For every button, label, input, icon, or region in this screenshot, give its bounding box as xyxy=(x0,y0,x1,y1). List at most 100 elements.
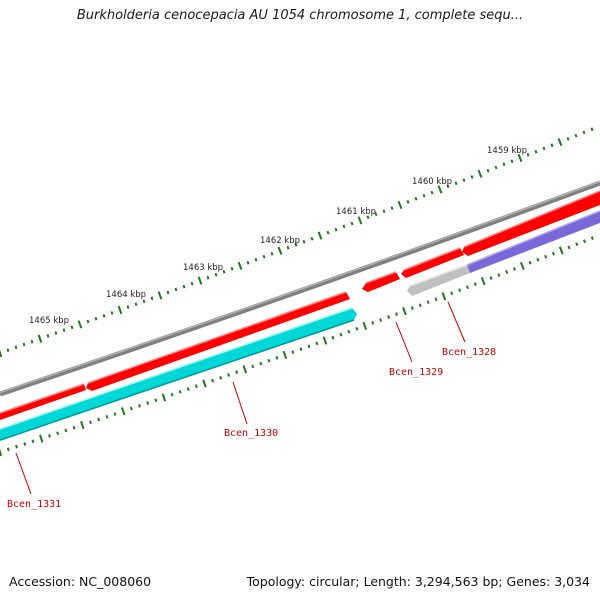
inner-ruler-minor-tick xyxy=(331,335,335,340)
outer-ruler-minor-tick xyxy=(526,152,530,157)
outer-ruler-minor-tick xyxy=(246,260,250,265)
outer-ruler-minor-tick xyxy=(350,221,354,226)
inner-ruler-minor-tick xyxy=(450,291,454,296)
inner-ruler-minor-tick xyxy=(544,254,548,259)
inner-ruler-minor-tick xyxy=(307,344,311,349)
inner-ruler-minor-tick xyxy=(395,312,399,316)
outer-ruler-minor-tick xyxy=(334,227,338,232)
ruler-label-1464: 1464 kbp xyxy=(106,290,146,300)
outer-ruler-minor-tick xyxy=(454,181,458,186)
inner-ruler-minor-tick xyxy=(235,370,239,374)
inner-ruler-minor-tick xyxy=(186,387,190,391)
outer-ruler-minor-tick xyxy=(534,149,538,154)
outer-ruler-minor-tick xyxy=(382,209,386,214)
outer-ruler-minor-tick xyxy=(310,236,314,241)
outer-ruler-minor-tick xyxy=(102,313,106,318)
outer-ruler-major-tick xyxy=(437,185,443,194)
inner-ruler-major-tick xyxy=(322,336,328,345)
outer-ruler-minor-tick xyxy=(94,316,98,321)
gene-forward-right[interactable] xyxy=(462,190,600,256)
outer-ruler-minor-tick xyxy=(62,328,66,333)
inner-ruler-minor-tick xyxy=(105,414,109,419)
outer-ruler-minor-tick xyxy=(126,305,130,309)
inner-ruler-major-tick xyxy=(120,407,126,416)
inner-ruler-minor-tick xyxy=(434,297,438,302)
outer-ruler-major-tick xyxy=(117,305,123,315)
outer-ruler-minor-tick xyxy=(550,143,554,148)
gene-forward-upper[interactable] xyxy=(401,247,464,278)
inner-ruler-minor-tick xyxy=(536,257,540,262)
outer-ruler-major-tick xyxy=(77,320,83,329)
sequence-summary: Topology: circular; Length: 3,294,563 bp… xyxy=(246,574,590,589)
gene-bcen-1328[interactable] xyxy=(466,210,600,273)
outer-ruler-minor-tick xyxy=(22,342,26,347)
inner-ruler-minor-tick xyxy=(512,267,517,271)
outer-ruler-minor-tick xyxy=(6,348,10,353)
outer-ruler-minor-tick xyxy=(430,190,434,195)
inner-ruler-minor-tick xyxy=(113,412,117,416)
outer-ruler-minor-tick xyxy=(166,290,170,295)
page-title: Burkholderia cenocepacia AU 1054 chromos… xyxy=(76,8,524,23)
outer-ruler-major-tick xyxy=(477,169,483,178)
outer-ruler-minor-tick xyxy=(294,242,298,247)
gene-bcen-1329-small[interactable] xyxy=(362,271,400,292)
outer-ruler-minor-tick xyxy=(342,224,346,229)
outer-ruler-minor-tick xyxy=(206,275,210,280)
outer-ruler-minor-tick xyxy=(390,206,394,210)
gene-bcen-1328-gray[interactable] xyxy=(407,264,470,296)
gene-label-bcen-1328[interactable]: Bcen_1328 xyxy=(442,347,496,358)
inner-ruler-minor-tick xyxy=(64,428,68,433)
outer-ruler-major-tick xyxy=(317,231,323,240)
leader-bcen-1328 xyxy=(447,301,466,343)
outer-ruler-minor-tick xyxy=(150,296,154,301)
gene-label-bcen-1331[interactable]: Bcen_1331 xyxy=(7,499,61,510)
inner-ruler-minor-tick xyxy=(97,417,101,422)
inner-ruler-major-tick xyxy=(161,393,167,402)
inner-ruler-minor-tick xyxy=(194,384,198,389)
chromosome-backbone-highlight xyxy=(0,180,600,394)
inner-ruler-minor-tick xyxy=(551,251,556,256)
inner-ruler-minor-tick xyxy=(426,300,430,305)
outer-ruler-major-tick xyxy=(197,276,203,285)
ruler-label-1463: 1463 kbp xyxy=(183,263,223,273)
gene-bcen-1331[interactable] xyxy=(0,383,86,420)
outer-ruler-major-tick xyxy=(37,334,43,343)
gene-label-leaders xyxy=(15,301,466,495)
inner-ruler-minor-tick xyxy=(355,326,359,331)
outer-ruler-minor-tick xyxy=(422,193,426,198)
inner-ruler-major-tick xyxy=(242,365,248,374)
inner-ruler-minor-tick xyxy=(23,442,27,446)
outer-ruler-minor-tick xyxy=(406,200,410,204)
outer-ruler-minor-tick xyxy=(254,257,258,262)
inner-ruler-major-tick xyxy=(480,277,486,286)
inner-ruler-major-tick xyxy=(441,292,447,301)
inner-ruler-minor-tick xyxy=(6,447,10,452)
inner-ruler-minor-tick xyxy=(72,425,76,430)
inner-ruler-minor-tick xyxy=(489,276,493,280)
inner-ruler-minor-tick xyxy=(582,239,587,244)
outer-ruler-minor-tick xyxy=(142,299,146,304)
leader-bcen-1330 xyxy=(232,381,248,425)
inner-ruler-minor-tick xyxy=(371,321,375,325)
inner-ruler-minor-tick xyxy=(48,434,51,438)
gene-label-bcen-1330[interactable]: Bcen_1330 xyxy=(224,428,278,439)
outer-ruler-minor-tick xyxy=(230,266,234,271)
leader-bcen-1329 xyxy=(395,321,413,363)
inner-ruler-minor-tick xyxy=(211,378,215,383)
accession-text: Accession: NC_008060 xyxy=(9,574,152,589)
inner-ruler-minor-tick xyxy=(138,403,141,408)
outer-ruler-minor-tick xyxy=(574,133,578,138)
gene-bcen-1329[interactable] xyxy=(86,291,350,391)
leader-bcen-1331 xyxy=(15,452,32,495)
inner-ruler-minor-tick xyxy=(31,439,35,444)
inner-ruler-major-tick xyxy=(362,321,368,330)
outer-ruler-minor-tick xyxy=(190,281,194,286)
inner-ruler-minor-tick xyxy=(146,401,150,405)
inner-ruler-minor-tick xyxy=(575,242,579,247)
outer-ruler-minor-tick xyxy=(414,196,418,201)
outer-ruler-minor-tick xyxy=(70,325,74,330)
inner-ruler-minor-tick xyxy=(154,398,158,403)
gene-bcen-1330[interactable] xyxy=(0,307,357,441)
outer-ruler-minor-tick xyxy=(54,331,58,335)
gene-label-bcen-1329[interactable]: Bcen_1329 xyxy=(389,367,443,378)
